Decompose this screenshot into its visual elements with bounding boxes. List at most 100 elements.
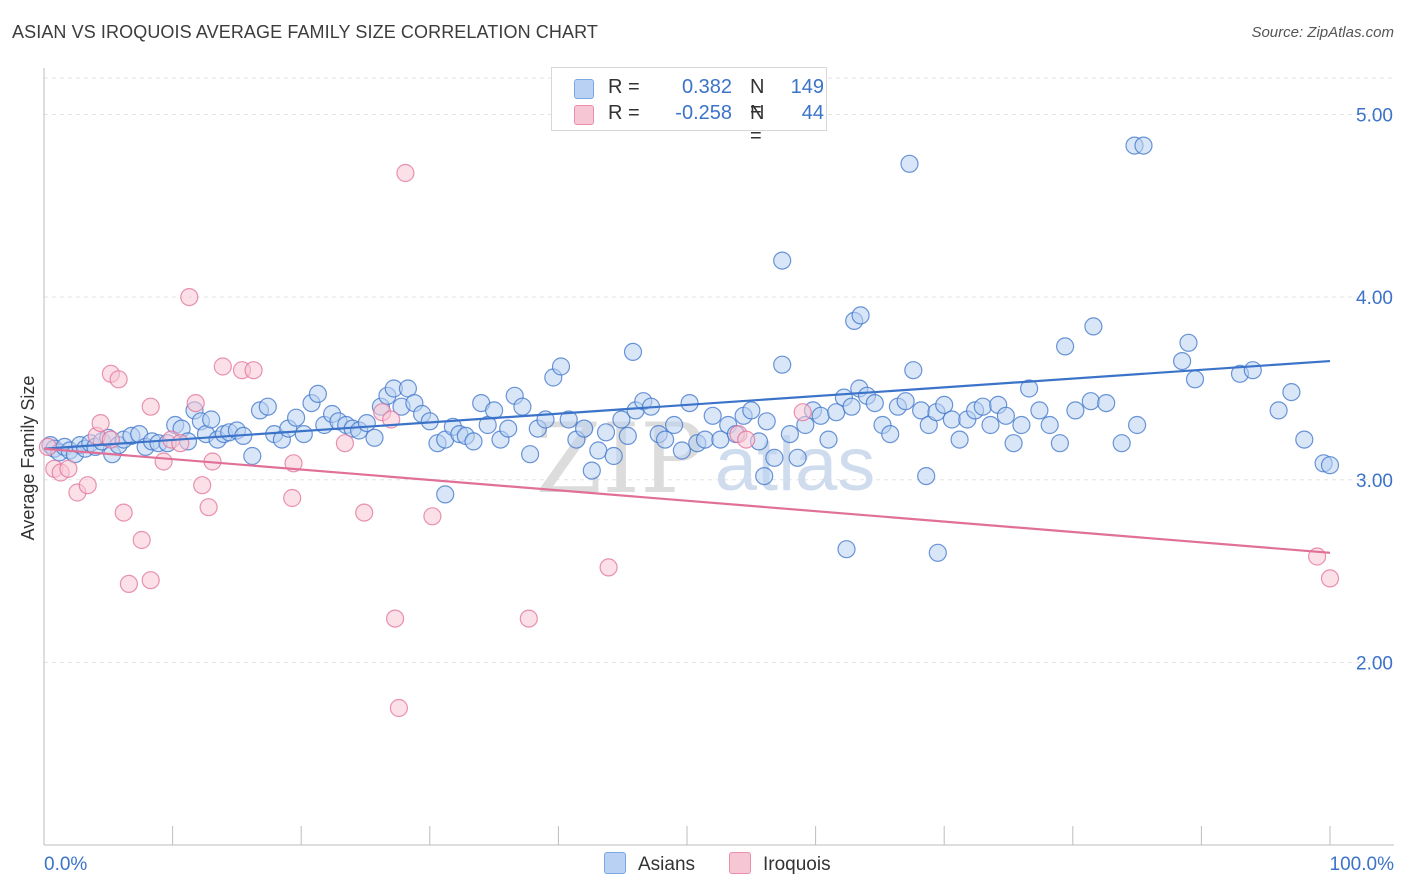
point-asians [436, 485, 455, 504]
point-asians [520, 445, 540, 464]
point-iroquois [109, 370, 128, 389]
point-asians [499, 419, 518, 438]
point-iroquois [119, 574, 138, 594]
legend-r-value: 0.382 [681, 76, 732, 98]
point-asians [811, 406, 830, 425]
y-tick-label: 4.00 [1356, 288, 1393, 309]
point-asians [900, 154, 919, 173]
legend-n-label: N = [750, 102, 765, 147]
point-asians [917, 467, 936, 486]
point-asians [1066, 401, 1085, 420]
point-iroquois [141, 397, 160, 416]
point-asians [1127, 415, 1147, 435]
point-asians [695, 430, 715, 449]
point-iroquois [793, 403, 812, 422]
chart-title: ASIAN VS IROQUOIS AVERAGE FAMILY SIZE CO… [12, 22, 598, 42]
point-asians [1185, 370, 1205, 389]
bottom-legend-label-iroquois: Iroquois [763, 854, 831, 875]
legend-n-value: 44 [801, 102, 824, 124]
point-iroquois [199, 498, 218, 517]
point-asians [1179, 333, 1198, 352]
legend-r-label: R = [608, 76, 640, 98]
x-tick-label-max: 100.0% [1330, 854, 1395, 875]
point-asians [596, 423, 616, 442]
point-asians [1084, 317, 1103, 336]
axis-layer [43, 68, 1394, 846]
point-asians [819, 430, 838, 449]
point-asians [950, 430, 969, 449]
point-asians [865, 394, 884, 413]
point-asians [780, 425, 800, 444]
legend-n-label: N = [750, 76, 765, 121]
point-asians [703, 406, 722, 425]
point-asians [851, 306, 870, 325]
bottom-legend-label-asians: Asians [638, 854, 696, 875]
point-iroquois [91, 414, 110, 433]
point-asians [1081, 392, 1100, 411]
point-asians [928, 543, 947, 562]
point-asians [1112, 434, 1131, 453]
bottom-legend-swatch-asians [604, 852, 626, 874]
point-iroquois [132, 530, 151, 550]
point-asians [1055, 337, 1075, 356]
point-asians [612, 410, 631, 429]
point-asians [881, 425, 900, 444]
point-asians [942, 410, 962, 429]
point-iroquois [283, 488, 302, 508]
point-asians [672, 441, 692, 460]
point-asians [513, 397, 532, 416]
point-asians [973, 397, 992, 416]
point-iroquois [213, 357, 232, 376]
point-iroquois [386, 609, 405, 628]
point-asians [582, 461, 601, 480]
point-asians [1320, 456, 1340, 475]
point-iroquois [737, 430, 756, 449]
point-iroquois [389, 698, 408, 718]
point-asians [464, 432, 483, 451]
point-iroquois [180, 288, 199, 307]
point-asians [765, 448, 784, 467]
point-asians [664, 415, 684, 435]
point-asians [788, 448, 807, 467]
point-iroquois [141, 571, 160, 590]
point-asians [981, 415, 1000, 435]
point-iroquois [78, 476, 97, 495]
point-asians [1269, 401, 1288, 420]
point-asians [485, 401, 504, 420]
y-tick-label: 2.00 [1356, 653, 1393, 674]
trend-layer [43, 359, 1331, 554]
source-label: Source: ZipAtlas.com [1251, 24, 1394, 41]
point-asians [1295, 430, 1314, 449]
point-asians [1050, 434, 1070, 453]
point-iroquois [519, 609, 538, 628]
labels-layer: 2.00 3.00 4.00 5.00 0.0% 100.0% Average Family… [18, 106, 1394, 875]
point-asians [258, 397, 277, 416]
point-asians [680, 394, 699, 413]
point-asians [551, 357, 571, 376]
point-asians [1243, 361, 1262, 380]
point-asians [1012, 415, 1031, 435]
point-iroquois [599, 558, 618, 577]
point-asians [365, 428, 384, 447]
point-asians [896, 392, 915, 411]
bottom-legend-iroquois: Iroquois [729, 852, 831, 876]
point-asians [842, 397, 861, 416]
point-asians [308, 384, 327, 403]
point-asians [935, 395, 954, 414]
point-asians [1030, 401, 1049, 420]
correlation-legend: R = 0.382 N = 149 R = -0.258 N = 44 [551, 67, 827, 147]
legend-n-value: 149 [790, 76, 824, 98]
point-asians [742, 401, 761, 420]
point-asians [1172, 352, 1192, 371]
trendline-iroquois [43, 447, 1331, 554]
x-tick-label-min: 0.0% [44, 854, 87, 875]
point-asians [757, 412, 776, 431]
point-asians [1019, 379, 1039, 398]
point-iroquois [186, 394, 205, 413]
point-asians [1134, 136, 1153, 155]
point-asians [755, 467, 774, 486]
point-iroquois [171, 434, 190, 453]
point-asians [559, 410, 578, 429]
y-tick-label: 5.00 [1356, 106, 1393, 127]
